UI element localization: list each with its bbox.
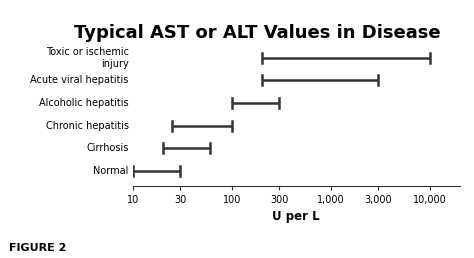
X-axis label: U per L: U per L xyxy=(273,210,320,223)
Text: FIGURE 2: FIGURE 2 xyxy=(9,243,67,253)
Text: Typical AST or ALT Values in Disease: Typical AST or ALT Values in Disease xyxy=(74,24,440,42)
